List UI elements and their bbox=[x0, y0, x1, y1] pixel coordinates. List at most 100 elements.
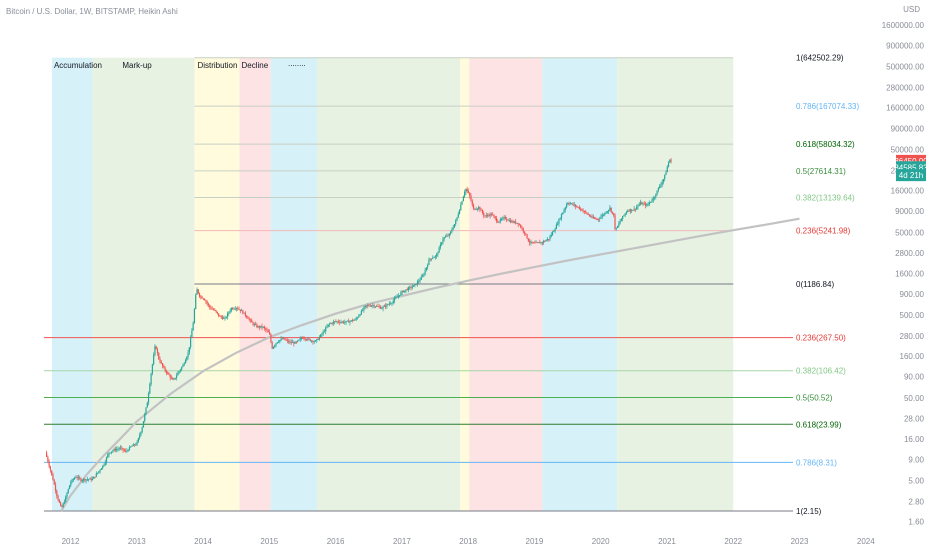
phase-band-0 bbox=[51, 57, 93, 511]
candle-body bbox=[479, 207, 481, 210]
candle-body bbox=[645, 203, 647, 206]
candle-body bbox=[636, 206, 638, 210]
x-tick-2013: 2013 bbox=[128, 537, 146, 546]
candle-body bbox=[537, 242, 540, 244]
candle-body bbox=[178, 371, 180, 373]
candle-body bbox=[554, 228, 556, 231]
candle-body bbox=[331, 323, 333, 324]
candle-body bbox=[425, 267, 427, 271]
candle-body bbox=[297, 340, 299, 342]
candle-body bbox=[193, 308, 196, 323]
candle-body bbox=[474, 208, 476, 210]
x-tick-2019: 2019 bbox=[526, 537, 544, 546]
candle-body bbox=[242, 310, 244, 314]
candle-body bbox=[155, 346, 157, 350]
candle-body bbox=[665, 172, 667, 176]
candle-body bbox=[225, 317, 227, 318]
candle-body bbox=[541, 242, 543, 244]
y-tick-28.00: 28.00 bbox=[904, 415, 925, 424]
candle-body bbox=[135, 444, 137, 446]
candle-body bbox=[444, 236, 447, 238]
candle-body bbox=[71, 479, 73, 482]
candle-body bbox=[363, 307, 365, 310]
candle-body bbox=[462, 196, 464, 202]
candle-body bbox=[590, 216, 592, 217]
candle-body bbox=[633, 208, 635, 211]
candle-body bbox=[582, 210, 584, 212]
fib-lower-label-2: 0.5(50.52) bbox=[796, 393, 833, 402]
y-tick-9000.00: 9000.00 bbox=[895, 207, 924, 216]
candle-body bbox=[332, 321, 334, 324]
candle-body bbox=[184, 360, 187, 364]
fib-lower-label-5: 1(2.15) bbox=[796, 507, 822, 516]
candle-body bbox=[475, 209, 477, 211]
candle-body bbox=[614, 215, 616, 229]
candle-body bbox=[494, 216, 496, 219]
candle-body bbox=[545, 240, 547, 242]
candle-body bbox=[88, 479, 90, 481]
candle-body bbox=[202, 298, 204, 300]
candle-body bbox=[325, 327, 327, 332]
price-tag-bg bbox=[896, 169, 926, 182]
candle-body bbox=[56, 490, 58, 496]
candle-body bbox=[284, 338, 286, 340]
candle-body bbox=[495, 218, 498, 222]
candle-body bbox=[201, 296, 203, 299]
candle-body bbox=[322, 331, 324, 334]
candle-body bbox=[191, 330, 193, 338]
candle-body bbox=[618, 223, 620, 226]
candle-body bbox=[235, 308, 238, 309]
candle-body bbox=[336, 321, 338, 323]
candle-body bbox=[646, 204, 648, 206]
candle-body bbox=[102, 465, 104, 469]
candle-body bbox=[418, 281, 420, 282]
y-tick-16000.00: 16000.00 bbox=[891, 186, 925, 195]
candle-body bbox=[266, 329, 268, 331]
candle-body bbox=[367, 305, 369, 307]
candle-body bbox=[517, 222, 519, 225]
candle-body bbox=[224, 317, 226, 319]
candle-body bbox=[395, 297, 397, 299]
candle-body bbox=[294, 341, 296, 344]
candle-body bbox=[555, 224, 557, 229]
candle-body bbox=[342, 321, 345, 323]
candle-body bbox=[164, 367, 166, 371]
candle-body bbox=[275, 343, 277, 346]
candle-body bbox=[104, 462, 106, 465]
candle-body bbox=[376, 306, 378, 307]
candle-body bbox=[558, 219, 560, 224]
candle-body bbox=[521, 227, 523, 229]
candle-body bbox=[312, 340, 314, 342]
candle-body bbox=[72, 479, 74, 480]
x-tick-2017: 2017 bbox=[393, 537, 411, 546]
candle-body bbox=[518, 224, 521, 226]
candle-body bbox=[386, 304, 388, 307]
phase-label-dots: ........ bbox=[288, 59, 306, 68]
candle-body bbox=[550, 234, 552, 237]
candle-body bbox=[553, 230, 555, 232]
candle-body bbox=[458, 210, 461, 215]
candle-body bbox=[340, 322, 342, 323]
candle-body bbox=[439, 244, 442, 248]
y-tick-500000.00: 500000.00 bbox=[886, 63, 924, 72]
candle-body bbox=[98, 471, 100, 473]
candle-body bbox=[499, 219, 501, 222]
candle-body bbox=[60, 502, 62, 506]
candle-body bbox=[212, 309, 215, 311]
y-tick-50.00: 50.00 bbox=[904, 394, 925, 403]
candle-body bbox=[420, 276, 422, 280]
candle-body bbox=[664, 175, 666, 180]
candle-body bbox=[451, 229, 453, 232]
candle-body bbox=[666, 166, 668, 173]
candle-body bbox=[174, 377, 176, 379]
candle-body bbox=[265, 328, 267, 330]
candle-body bbox=[256, 324, 258, 328]
candle-body bbox=[63, 501, 66, 504]
candle-body bbox=[68, 485, 71, 489]
candle-body bbox=[627, 210, 629, 212]
candle-body bbox=[253, 324, 255, 325]
candle-body bbox=[216, 311, 218, 314]
phase-label-mark-up: Mark-up bbox=[122, 61, 152, 70]
candle-body bbox=[257, 326, 259, 328]
